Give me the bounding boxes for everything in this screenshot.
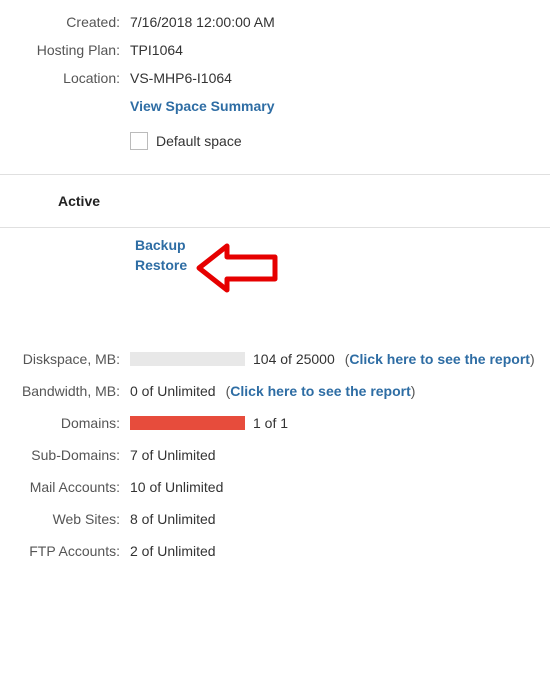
diskspace-report-link[interactable]: Click here to see the report xyxy=(349,351,530,367)
mail-value: 10 of Unlimited xyxy=(130,479,223,495)
diskspace-value: 104 of 25000 xyxy=(253,351,335,367)
created-label: Created: xyxy=(0,14,130,30)
subdomains-value: 7 of Unlimited xyxy=(130,447,216,463)
websites-value: 8 of Unlimited xyxy=(130,511,216,527)
subdomains-row: Sub-Domains: 7 of Unlimited xyxy=(0,439,550,471)
mail-row: Mail Accounts: 10 of Unlimited xyxy=(0,471,550,503)
ftp-row: FTP Accounts: 2 of Unlimited xyxy=(0,535,550,567)
default-space-checkbox[interactable] xyxy=(130,132,148,150)
location-row: Location: VS-MHP6-I1064 xyxy=(0,64,550,92)
active-section-header: Active xyxy=(0,175,550,227)
default-space-label: Default space xyxy=(156,133,242,149)
domains-value: 1 of 1 xyxy=(253,415,288,431)
location-value: VS-MHP6-I1064 xyxy=(130,70,550,86)
hosting-plan-value: TPI1064 xyxy=(130,42,550,58)
bandwidth-value: 0 of Unlimited xyxy=(130,383,216,399)
arrow-annotation-icon xyxy=(195,240,285,296)
location-label: Location: xyxy=(0,70,130,86)
hosting-plan-row: Hosting Plan: TPI1064 xyxy=(0,36,550,64)
view-space-summary-link[interactable]: View Space Summary xyxy=(130,98,274,114)
diskspace-progress-bar xyxy=(130,352,245,366)
diskspace-label: Diskspace, MB: xyxy=(0,351,130,367)
default-space-row: Default space xyxy=(0,120,550,156)
space-details-block: Created: 7/16/2018 12:00:00 AM Hosting P… xyxy=(0,0,550,174)
diskspace-row: Diskspace, MB: 104 of 25000 (Click here … xyxy=(0,343,550,375)
hosting-plan-label: Hosting Plan: xyxy=(0,42,130,58)
ftp-value: 2 of Unlimited xyxy=(130,543,216,559)
bandwidth-report-link[interactable]: Click here to see the report xyxy=(230,383,411,399)
websites-row: Web Sites: 8 of Unlimited xyxy=(0,503,550,535)
backup-restore-block: Backup Restore xyxy=(0,228,550,335)
created-value: 7/16/2018 12:00:00 AM xyxy=(130,14,550,30)
domains-progress-bar xyxy=(130,416,245,430)
bandwidth-row: Bandwidth, MB: 0 of Unlimited (Click her… xyxy=(0,375,550,407)
created-row: Created: 7/16/2018 12:00:00 AM xyxy=(0,8,550,36)
subdomains-label: Sub-Domains: xyxy=(0,447,130,463)
ftp-label: FTP Accounts: xyxy=(0,543,130,559)
quota-stats-block: Diskspace, MB: 104 of 25000 (Click here … xyxy=(0,335,550,579)
domains-row: Domains: 1 of 1 xyxy=(0,407,550,439)
bandwidth-label: Bandwidth, MB: xyxy=(0,383,130,399)
view-summary-row: View Space Summary xyxy=(0,92,550,120)
mail-label: Mail Accounts: xyxy=(0,479,130,495)
domains-label: Domains: xyxy=(0,415,130,431)
websites-label: Web Sites: xyxy=(0,511,130,527)
